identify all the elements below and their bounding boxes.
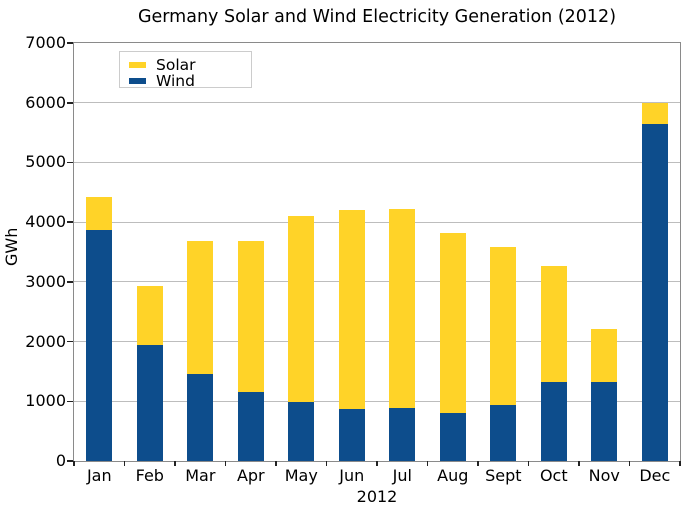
x-tick-label-sept: Sept (485, 466, 522, 485)
y-axis-label: GWh (2, 227, 21, 266)
bar-sept-wind (490, 404, 517, 461)
legend-item-wind: Wind (120, 73, 251, 89)
x-tick-label-may: May (284, 466, 318, 485)
y-tick-label-2000: 2000 (25, 331, 66, 351)
x-tick-2 (174, 461, 176, 466)
bar-may-solar (288, 215, 315, 402)
wind-swatch (129, 78, 146, 84)
gridline-5000 (74, 161, 680, 163)
gridline-3000 (74, 281, 680, 283)
y-tick-3000 (67, 281, 73, 283)
x-tick-4 (275, 461, 277, 466)
x-tick-3 (224, 461, 227, 466)
y-tick-label-1000: 1000 (25, 391, 66, 411)
x-tick-1 (123, 461, 126, 466)
y-tick-label-3000: 3000 (25, 271, 66, 291)
y-tick-label-5000: 5000 (25, 152, 66, 172)
chart-title: Germany Solar and Wind Electricity Gener… (137, 7, 617, 27)
x-tick-label-mar: Mar (185, 466, 216, 485)
solar-swatch (129, 62, 146, 68)
bar-mar-solar (187, 240, 214, 374)
x-tick-label-feb: Feb (135, 466, 164, 485)
bar-oct-solar (540, 266, 567, 383)
x-tick-label-dec: Dec (639, 466, 671, 485)
x-tick-5 (325, 461, 328, 466)
bar-feb-solar (136, 285, 163, 345)
x-tick-label-jul: Jul (392, 466, 412, 485)
x-tick-11 (628, 461, 631, 466)
y-tick-0 (67, 460, 73, 462)
plot-area (73, 42, 681, 462)
x-tick-9 (527, 461, 530, 466)
bar-feb-wind (136, 344, 163, 461)
legend: Solar Wind (119, 51, 252, 89)
y-tick-label-4000: 4000 (25, 212, 66, 232)
x-tick-label-oct: Oct (539, 466, 568, 485)
gridline-1000 (74, 400, 680, 402)
y-tick-label-0: 0 (55, 451, 66, 470)
y-tick-4000 (67, 221, 73, 223)
x-tick-6 (376, 461, 378, 466)
bar-may-wind (288, 401, 315, 461)
bar-jan-solar (86, 196, 113, 230)
bar-jan-wind (86, 229, 113, 461)
bar-nov-wind (591, 381, 618, 461)
x-tick-label-apr: Apr (236, 466, 265, 485)
bar-dec-wind (641, 124, 668, 461)
bar-jun-wind (338, 408, 365, 461)
bar-oct-wind (540, 382, 567, 461)
bar-mar-wind (187, 373, 214, 461)
y-tick-2000 (67, 340, 73, 343)
legend-item-solar: Solar (120, 57, 251, 73)
bar-nov-solar (591, 328, 618, 382)
bar-sept-solar (490, 247, 517, 405)
y-tick-7000 (67, 42, 73, 44)
gridline-4000 (74, 221, 680, 223)
bar-apr-solar (237, 240, 264, 393)
x-tick-7 (426, 461, 429, 466)
bar-jul-wind (389, 407, 416, 461)
x-tick-label-aug: Aug (437, 466, 469, 485)
x-tick-8 (477, 461, 479, 466)
bar-jun-solar (338, 210, 365, 409)
x-tick-label-nov: Nov (588, 466, 620, 485)
gridline-2000 (74, 341, 680, 343)
x-tick-0 (73, 461, 75, 466)
gridline-6000 (74, 102, 680, 104)
x-tick-label-jun: Jun (339, 466, 365, 485)
bar-aug-wind (439, 413, 466, 461)
x-tick-10 (578, 461, 580, 466)
x-axis-label: 2012 (356, 487, 398, 506)
y-tick-6000 (67, 102, 73, 104)
x-tick-label-jan: Jan (86, 466, 112, 485)
y-tick-1000 (67, 400, 73, 402)
y-tick-label-6000: 6000 (25, 92, 66, 112)
y-tick-label-7000: 7000 (25, 33, 66, 52)
legend-label-solar: Solar (156, 56, 196, 74)
bar-dec-solar (641, 102, 668, 125)
bar-apr-wind (237, 392, 264, 461)
bar-aug-solar (439, 232, 466, 414)
x-tick-12 (679, 461, 681, 466)
bar-jul-solar (389, 209, 416, 408)
legend-label-wind: Wind (156, 72, 195, 90)
y-tick-5000 (67, 161, 73, 164)
